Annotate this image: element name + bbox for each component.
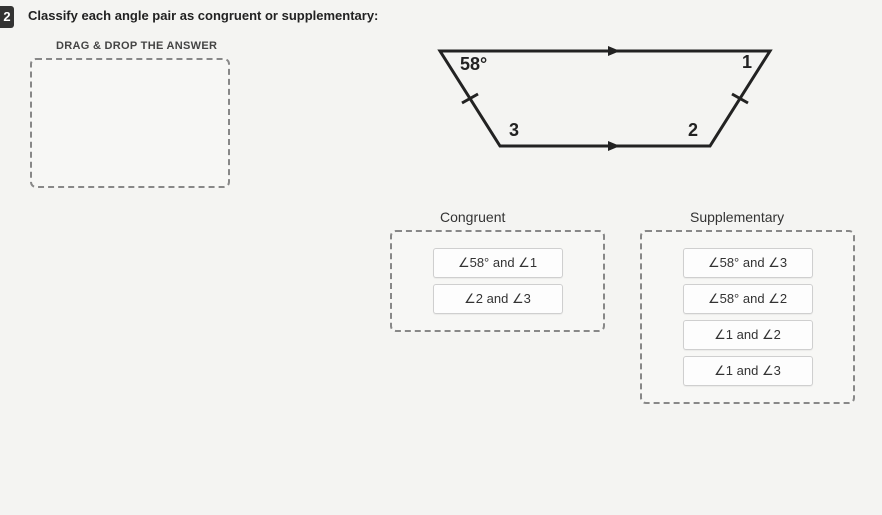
congruent-drop-zone[interactable]: ∠58° and ∠1 ∠2 and ∠3 [390, 230, 605, 332]
arrow-top-icon [608, 46, 620, 56]
tick-right-icon [732, 94, 748, 103]
angle-pair-chip[interactable]: ∠2 and ∠3 [433, 284, 563, 314]
angle-pair-chip[interactable]: ∠1 and ∠2 [683, 320, 813, 350]
question-prompt: Classify each angle pair as congruent or… [28, 8, 378, 23]
angle-label-3: 3 [509, 120, 519, 141]
angle-pair-chip[interactable]: ∠58° and ∠1 [433, 248, 563, 278]
angle-pair-chip[interactable]: ∠1 and ∠3 [683, 356, 813, 386]
trapezoid-diagram: 58° 1 3 2 [420, 36, 790, 166]
question-number-badge: 2 [0, 6, 14, 28]
angle-label-2: 2 [688, 120, 698, 141]
trapezoid-path [440, 51, 770, 146]
angle-label-58: 58° [460, 54, 487, 75]
tick-left-icon [462, 94, 478, 103]
drag-drop-label: DRAG & DROP THE ANSWER [56, 40, 217, 52]
angle-pair-chip[interactable]: ∠58° and ∠2 [683, 284, 813, 314]
angle-label-1: 1 [742, 52, 752, 73]
arrow-bottom-icon [608, 141, 620, 151]
answer-drop-zone[interactable] [30, 58, 230, 188]
angle-pair-chip[interactable]: ∠58° and ∠3 [683, 248, 813, 278]
congruent-title: Congruent [440, 209, 505, 225]
supplementary-title: Supplementary [690, 209, 784, 225]
supplementary-drop-zone[interactable]: ∠58° and ∠3 ∠58° and ∠2 ∠1 and ∠2 ∠1 and… [640, 230, 855, 404]
